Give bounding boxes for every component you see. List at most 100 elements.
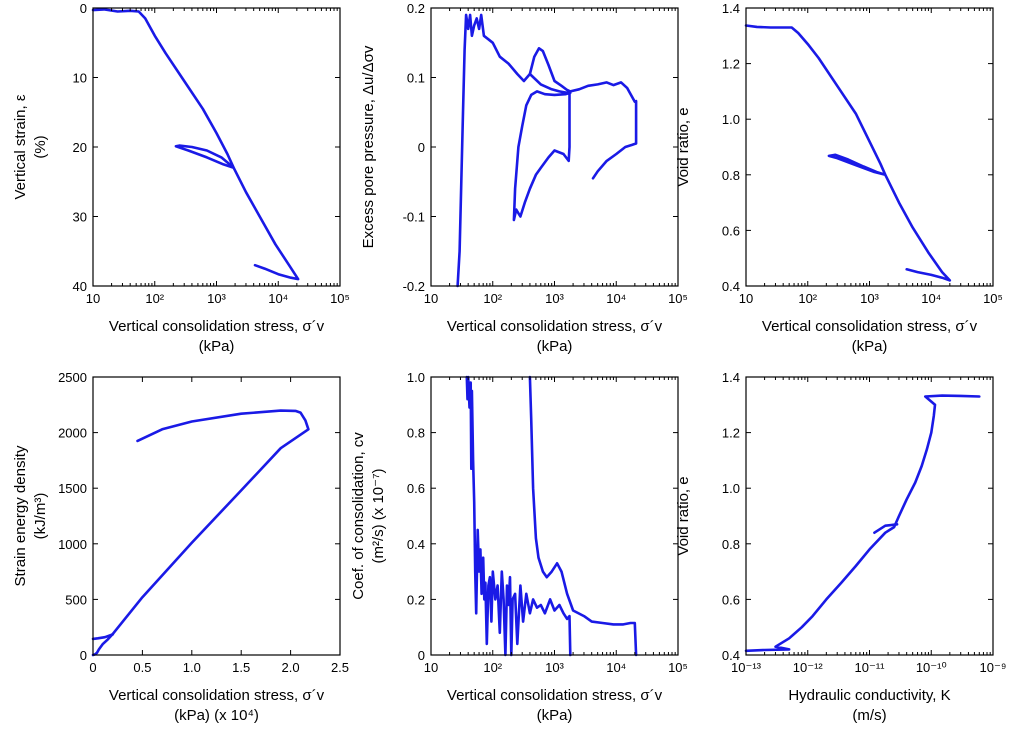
y-tick-label: 1.2: [722, 426, 740, 441]
x-tick-label: 10: [424, 660, 438, 675]
y-tick-label: 0.2: [407, 592, 425, 607]
x-tick-label: 1.0: [183, 660, 201, 675]
y-tick-label: 0.8: [722, 168, 740, 183]
y-tick-label: 40: [73, 279, 87, 294]
y-tick-label: 0.6: [407, 481, 425, 496]
x-tick-label: 10⁻¹¹: [855, 660, 886, 675]
y-tick-label: 0.8: [722, 537, 740, 552]
x-axis-label: (kPa) (x 10⁴): [174, 707, 259, 724]
series-line-1: [744, 394, 981, 653]
y-axis-label: (kJ/m³): [32, 493, 49, 540]
x-tick-label: 10⁴: [606, 291, 626, 306]
y-tick-label: 2500: [58, 370, 87, 385]
x-axis-label: (kPa): [537, 338, 573, 355]
x-tick-label: 10⁵: [983, 291, 1003, 306]
y-tick-label: 1.0: [722, 481, 740, 496]
y-axis-label: Vertical strain, ε: [12, 94, 29, 199]
x-axis-label: (m/s): [852, 707, 886, 724]
y-tick-label: 1.0: [722, 112, 740, 127]
y-tick-label: 0.8: [407, 426, 425, 441]
series-line-1: [91, 8, 300, 281]
x-tick-label: 10³: [545, 660, 564, 675]
plot-frame: [430, 376, 679, 656]
x-tick-label: 10: [424, 291, 438, 306]
y-axis-label: Coef. of consolidation, cv: [350, 432, 367, 600]
series-line-1: [91, 409, 310, 657]
x-axis-label: (kPa): [199, 338, 235, 355]
x-tick-label: 1.5: [232, 660, 250, 675]
panel-2: 10 10² 10³ 10⁴ 10⁵ -0.2 -0.1 0 0.1 0.2 Vertical co…: [360, 1, 688, 355]
x-axis-label: Vertical consolidation stress, σ´v: [762, 318, 978, 335]
y-tick-label: 0.4: [722, 279, 740, 294]
x-tick-label: 10⁻¹⁰: [916, 660, 947, 675]
x-tick-label: 10⁵: [668, 291, 688, 306]
plot-frame: [92, 376, 341, 656]
x-tick-label: 10: [86, 291, 100, 306]
x-axis-label: Vertical consolidation stress, σ´v: [109, 318, 325, 335]
y-tick-label: 1.0: [407, 370, 425, 385]
series-line-1: [744, 24, 952, 282]
x-axis-label: Vertical consolidation stress, σ´v: [109, 687, 325, 704]
y-tick-label: 0: [80, 648, 87, 663]
y-tick-label: 1.2: [722, 57, 740, 72]
y-axis-label: (m²/s) (x 10⁻⁷): [370, 468, 387, 563]
y-tick-label: -0.2: [403, 279, 425, 294]
series-line-2: [873, 523, 899, 534]
y-tick-label: 0.6: [722, 223, 740, 238]
y-tick-label: -0.1: [403, 210, 425, 225]
y-tick-label: 0: [418, 648, 425, 663]
panel-4: 0 0.5 1.0 1.5 2.0 2.5 0 500 1000 1500 2000 2500 Vert…: [12, 370, 349, 724]
y-tick-label: 0: [80, 1, 87, 16]
x-tick-label: 10⁴: [606, 660, 626, 675]
x-tick-label: 10: [739, 291, 753, 306]
y-tick-label: 0.2: [407, 1, 425, 16]
plot-frame: [745, 376, 994, 656]
y-tick-label: 1000: [58, 537, 87, 552]
y-tick-label: 0.4: [407, 537, 425, 552]
x-tick-label: 10⁴: [268, 291, 288, 306]
plot-frame: [745, 7, 994, 287]
y-tick-label: 0: [418, 140, 425, 155]
y-tick-label: 1500: [58, 481, 87, 496]
x-tick-label: 10⁵: [668, 660, 688, 675]
x-axis-label: Hydraulic conductivity, K: [788, 687, 950, 704]
panel-5: 10 10² 10³ 10⁴ 10⁵ 0 0.2 0.4 0.6 0.8 1.0 Vertical c…: [350, 370, 688, 724]
y-axis-label: Void ratio, e: [675, 107, 692, 186]
x-tick-label: 0: [89, 660, 96, 675]
series-line-1: [465, 375, 572, 657]
y-tick-label: 1.4: [722, 1, 740, 16]
y-tick-label: 1.4: [722, 370, 740, 385]
y-tick-label: 0.6: [722, 592, 740, 607]
y-axis-label: (%): [32, 135, 49, 158]
plot-frame: [92, 7, 341, 287]
x-tick-label: 10²: [145, 291, 164, 306]
y-tick-label: 10: [73, 71, 87, 86]
panel-3: 10 10² 10³ 10⁴ 10⁵ 0.4 0.6 0.8 1.0 1.2 1.4 Vertical…: [675, 1, 1003, 355]
series-line-2: [91, 633, 115, 641]
y-tick-label: 0.1: [407, 71, 425, 86]
x-tick-label: 10⁻¹³: [731, 660, 762, 675]
x-axis-label: Vertical consolidation stress, σ´v: [447, 687, 663, 704]
panel-6: 10⁻¹³ 10⁻¹² 10⁻¹¹ 10⁻¹⁰ 10⁻⁹ 0.4 0.6 0.8 1.0 1.2 1…: [675, 370, 1006, 724]
x-tick-label: 10²: [483, 660, 502, 675]
x-axis-label: Vertical consolidation stress, σ´v: [447, 318, 663, 335]
x-tick-label: 10³: [207, 291, 226, 306]
x-tick-label: 10²: [483, 291, 502, 306]
x-axis-label: (kPa): [537, 707, 573, 724]
x-axis-label: (kPa): [852, 338, 888, 355]
y-axis-label: Void ratio, e: [675, 476, 692, 555]
panel-1: 10 10² 10³ 10⁴ 10⁵ 0 10 20 30 40 Vertical consolid…: [12, 1, 350, 355]
y-tick-label: 500: [65, 592, 87, 607]
x-tick-label: 2.0: [282, 660, 300, 675]
x-tick-label: 10³: [545, 291, 564, 306]
series-line-1: [456, 13, 638, 288]
y-tick-label: 20: [73, 140, 87, 155]
x-tick-label: 10⁻¹²: [793, 660, 824, 675]
plot-frame: [430, 7, 679, 287]
series-line-2: [528, 375, 638, 657]
x-tick-label: 10⁴: [921, 291, 941, 306]
y-tick-label: 0.4: [722, 648, 740, 663]
x-tick-label: 10⁻⁹: [980, 660, 1007, 675]
x-tick-label: 10²: [798, 291, 817, 306]
